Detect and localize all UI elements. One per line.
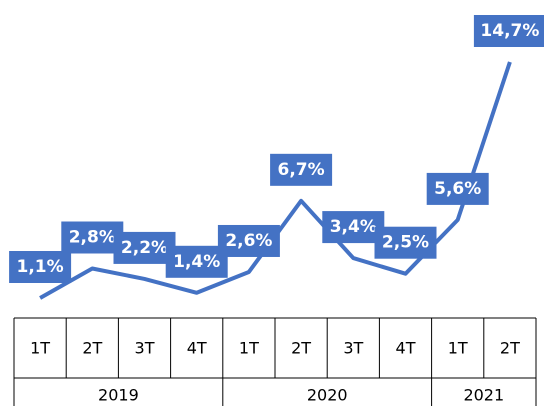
x-tick-label: 1T <box>448 339 468 358</box>
label-box <box>426 172 489 205</box>
x-tick-label: 3T <box>135 339 155 358</box>
x-tick-label: 1T <box>30 339 50 358</box>
x-tick-label: 3T <box>343 339 363 358</box>
data-label: 1,1% <box>17 257 64 277</box>
x-tick-label: 4T <box>187 339 207 358</box>
x-tick-label: 4T <box>396 339 416 358</box>
data-label: 2,5% <box>382 233 429 253</box>
label-box <box>374 226 437 259</box>
label-box <box>165 245 228 278</box>
label-box <box>113 231 176 264</box>
data-label: 5,6% <box>434 179 481 199</box>
x-tick-label: 2T <box>291 339 311 358</box>
data-label: 2,8% <box>69 228 116 248</box>
x-tick-label: 2T <box>82 339 102 358</box>
x-tick-label: 1T <box>239 339 259 358</box>
label-box <box>61 221 124 254</box>
data-label: 2,6% <box>225 231 272 251</box>
label-box <box>217 224 280 257</box>
x-tick-label: 2T <box>500 339 520 358</box>
data-label: 1,4% <box>173 252 220 272</box>
group-label: 2020 <box>307 386 348 405</box>
data-label: 2,2% <box>121 238 168 258</box>
label-box <box>9 251 72 283</box>
group-label: 2021 <box>463 386 504 405</box>
group-label: 2019 <box>98 386 139 405</box>
data-label: 14,7% <box>480 21 539 41</box>
data-label: 6,7% <box>278 160 325 180</box>
label-box <box>473 15 544 47</box>
label-box <box>322 211 385 244</box>
data-label: 3,4% <box>330 217 377 237</box>
label-box <box>270 153 333 186</box>
